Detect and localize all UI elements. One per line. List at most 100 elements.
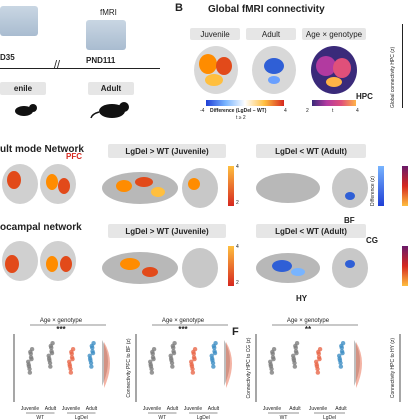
plot-title: Age × genotype: [287, 318, 330, 324]
genotype-label-wt: WT: [280, 415, 288, 420]
cbar2-min: 2: [306, 108, 309, 114]
data-point: [339, 343, 344, 349]
x-tick-label: Juvenile: [184, 406, 203, 412]
x-tick-label: Juvenile: [143, 406, 162, 412]
x-tick-label: Juvenile: [62, 406, 81, 412]
data-point: [317, 356, 322, 362]
cbar1-min: -4: [200, 108, 205, 114]
data-point: [149, 370, 155, 375]
x-tick-label: Adult: [86, 406, 98, 412]
data-point: [316, 349, 321, 355]
plot-significance: **: [305, 325, 312, 334]
dmn-title: ult mode Network: [0, 144, 84, 155]
timeline-line: [0, 68, 160, 69]
plot-title: Age × genotype: [162, 318, 205, 324]
data-point: [68, 370, 74, 375]
bf-label: BF: [344, 216, 355, 225]
colorbar-difference: [206, 100, 284, 106]
data-point: [315, 370, 321, 375]
juvenile-box: enile: [0, 82, 46, 95]
x-tick-label: Adult: [208, 406, 220, 412]
data-point: [294, 350, 299, 356]
x-tick-label: Juvenile: [263, 406, 282, 412]
data-point: [211, 343, 216, 349]
adult-box: Adult: [88, 82, 134, 95]
data-point: [291, 358, 297, 363]
panel-letter-b: B: [175, 2, 183, 14]
x-tick-label: Juvenile: [309, 406, 328, 412]
data-point: [270, 349, 275, 355]
data-point: [29, 356, 34, 362]
mouse-icon: [90, 102, 129, 119]
data-point: [90, 350, 96, 356]
cbar2-t: t: [332, 108, 334, 114]
hpc-colorbar-hot: [228, 246, 234, 286]
cbar1-t: t ≥ 2: [236, 115, 246, 121]
hpc-cbar-max: 4: [236, 244, 239, 250]
data-point: [271, 356, 276, 362]
genotype-label-lgdel: LgDel: [323, 415, 336, 420]
data-point: [190, 370, 196, 375]
data-point: [189, 364, 195, 369]
violin-lgdel: [356, 342, 362, 388]
data-point: [26, 364, 32, 369]
hpc-title: ocampal network: [0, 222, 82, 233]
data-point: [338, 364, 344, 369]
data-point: [70, 356, 75, 362]
genotype-label-lgdel: LgDel: [75, 415, 88, 420]
hpc-box-adult: LgDel < WT (Adult): [256, 224, 366, 238]
timeline-break: //: [54, 59, 61, 71]
brain-adult: [252, 46, 296, 94]
scanner-icon-2: [86, 20, 126, 50]
data-point: [268, 364, 274, 369]
data-point: [89, 343, 95, 349]
data-point: [292, 364, 298, 369]
dmn-cbar-min: 2: [236, 200, 239, 206]
data-point: [67, 364, 73, 369]
data-point: [48, 343, 53, 349]
cbar2-max: 4: [356, 108, 359, 114]
fmri-label: fMRI: [100, 8, 117, 17]
data-point: [88, 358, 93, 363]
hpc-colorbar-right: [402, 246, 408, 286]
data-point: [148, 364, 154, 369]
data-point: [170, 364, 175, 369]
data-point: [28, 349, 33, 355]
dmn-colorbar-hot: [228, 166, 234, 206]
data-point: [293, 343, 298, 349]
hpc-box-juvenile: LgDel > WT (Juvenile): [108, 224, 226, 238]
label-pnd111: PND111: [86, 56, 116, 65]
dmn-colorbar-cool: [378, 166, 384, 206]
hpc-seed-brain: [2, 241, 76, 281]
plot-ylabel: Connectivity HPC to HY (z): [390, 338, 396, 399]
data-point: [340, 350, 345, 356]
dmn-box-adult: LgDel < WT (Adult): [256, 144, 366, 158]
scanner-icon-1: [0, 6, 38, 36]
data-point: [89, 364, 94, 369]
violin-lgdel: [226, 342, 232, 388]
dmn-box-juvenile: LgDel > WT (Juvenile): [108, 144, 226, 158]
dmn-colorbar-right: [402, 166, 408, 206]
hpc-label: HPC: [356, 92, 373, 101]
dmn-cbar-label: Difference (z): [370, 176, 376, 206]
plot-ylabel: Connectivity PFC to BF (z): [126, 338, 132, 398]
data-point: [69, 349, 74, 355]
dmn-adult-brains: [256, 168, 368, 208]
col-interaction: Age × genotype: [302, 28, 366, 40]
hpc-juvenile-brains: [102, 248, 218, 288]
cg-label: CG: [366, 236, 378, 245]
genotype-label-wt: WT: [158, 415, 166, 420]
hpc-adult-brains: [256, 248, 368, 288]
x-tick-label: Adult: [289, 406, 301, 412]
mouse-icon-juvenile: [15, 104, 37, 116]
violin-lgdel: [104, 342, 110, 388]
genotype-label-lgdel: LgDel: [197, 415, 210, 420]
data-point: [211, 364, 216, 369]
data-point: [151, 356, 156, 362]
plot-ylabel: Connectivity HPC to CG (z): [246, 337, 252, 398]
panel-letter-f: F: [232, 326, 239, 338]
label-d35: D35: [0, 53, 15, 62]
data-point: [48, 364, 53, 369]
data-point: [169, 358, 174, 363]
x-tick-label: Adult: [335, 406, 347, 412]
